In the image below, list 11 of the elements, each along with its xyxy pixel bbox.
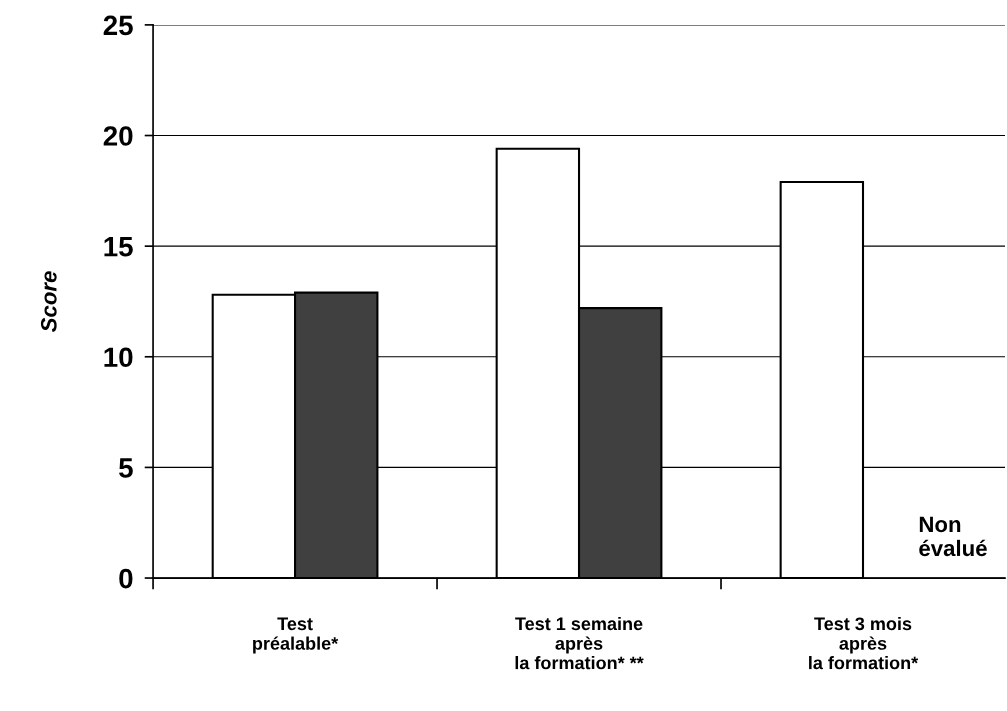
x-tick-label: Test préalable*: [253, 617, 339, 654]
y-tick-label: 25: [103, 15, 133, 36]
y-axis-title: Score: [40, 271, 57, 333]
y-tick-label: 5: [119, 458, 133, 478]
y-tick-label: 0: [119, 568, 133, 589]
annotation: Non évalué: [919, 516, 987, 557]
x-tick-label: Test 1 semaine après la formation* **: [515, 616, 644, 670]
y-tick-label: 15: [104, 237, 133, 257]
y-tick-label: 10: [104, 347, 133, 368]
x-tick-label: Test 3 mois après la formation*: [809, 616, 919, 670]
y-tick-label: 20: [103, 126, 133, 146]
